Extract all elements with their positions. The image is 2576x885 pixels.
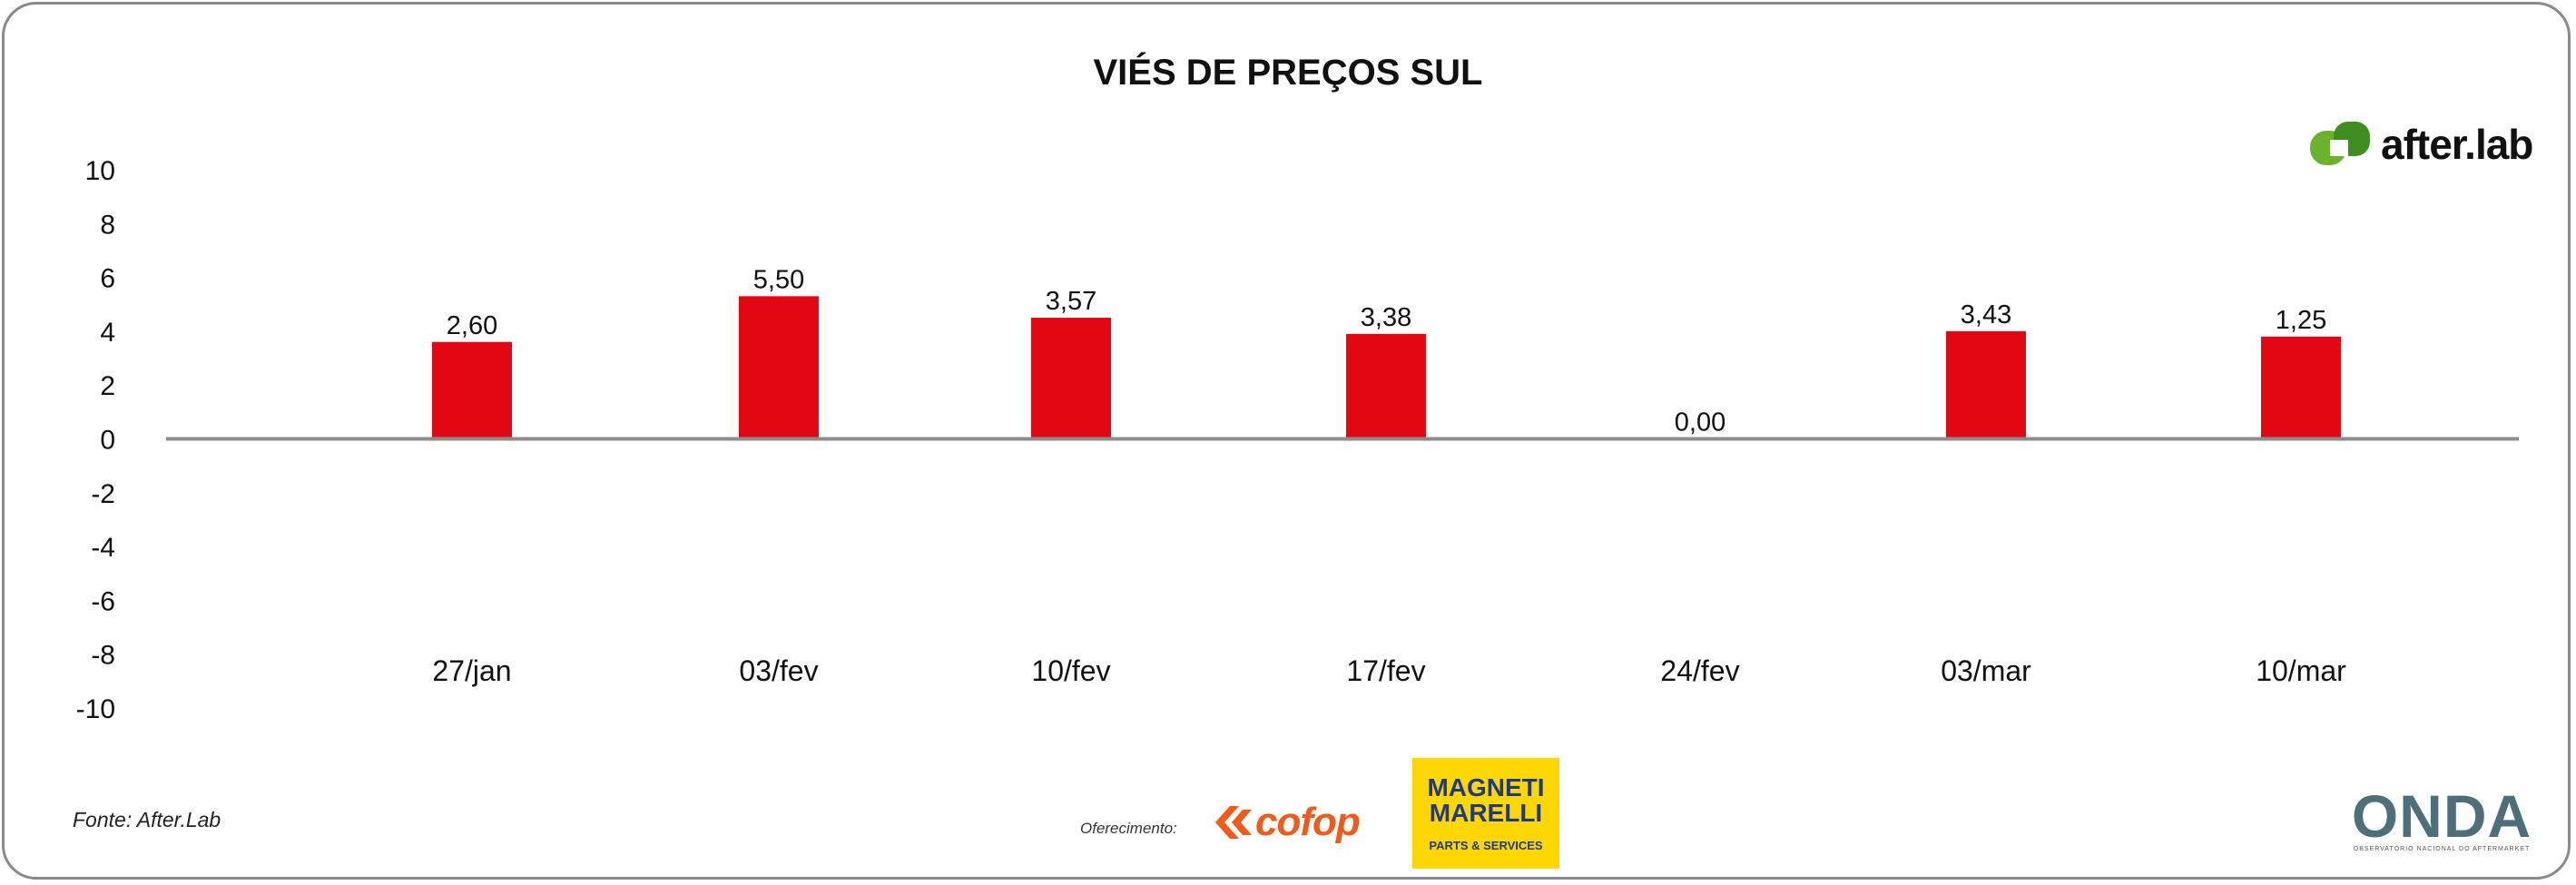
y-tick-label: -6 (91, 586, 115, 616)
cofop-logo-text: cofop (1255, 800, 1361, 844)
data-label: 0,00 (1675, 408, 1726, 438)
bar (739, 296, 819, 439)
sponsor-label: Oferecimento: (1080, 820, 1177, 837)
bar (1946, 330, 2026, 439)
x-tick-label: 10/mar (2256, 654, 2346, 687)
chart-title: VIÉS DE PREÇOS SUL (1093, 53, 1483, 93)
data-label: 3,57 (1046, 287, 1096, 316)
cofop-mark-icon (1215, 806, 1252, 839)
x-tick-label: 10/fev (1031, 654, 1110, 687)
y-tick-label: -4 (91, 533, 115, 563)
bar (1346, 333, 1426, 439)
onda-logo-text: ONDA (2351, 782, 2532, 850)
afterlab-mark-icon (2310, 122, 2370, 165)
cofop-logo: cofop (1212, 795, 1361, 850)
magneti-marelli-name: MAGNETI MARELLI (1427, 772, 1545, 827)
bar (2261, 336, 2341, 439)
y-tick-label: 8 (100, 210, 115, 240)
afterlab-logo-text: after.lab (2381, 121, 2533, 168)
y-tick-label: 2 (100, 371, 115, 401)
data-label: 1,25 (2276, 306, 2326, 335)
magneti-marelli-subtitle: PARTS & SERVICES (1429, 838, 1543, 852)
y-tick-label: 6 (100, 264, 115, 294)
source-note: Fonte: After.Lab (73, 808, 221, 831)
y-tick-label: 4 (100, 318, 115, 348)
data-label: 3,38 (1361, 303, 1411, 332)
onda-logo: ONDA OBSERVATÓRIO NACIONAL DO AFTERMARKE… (2351, 786, 2532, 852)
y-tick-label: 10 (85, 156, 115, 186)
data-label: 5,50 (753, 265, 804, 294)
x-tick-label: 03/fev (739, 654, 818, 687)
x-tick-label: 17/fev (1346, 654, 1425, 687)
bar (1031, 318, 1111, 439)
x-tick-label: 24/fev (1660, 654, 1739, 687)
afterlab-logo: after.lab (2310, 118, 2533, 171)
y-tick-label: -10 (76, 694, 115, 724)
x-tick-label: 03/mar (1941, 654, 2031, 687)
data-label: 3,43 (1961, 300, 2011, 329)
bar (432, 341, 512, 439)
data-label: 2,60 (447, 311, 497, 340)
y-tick-label: -8 (91, 641, 115, 671)
magneti-marelli-logo: MAGNETI MARELLI PARTS & SERVICES (1412, 758, 1559, 869)
x-tick-label: 27/jan (432, 654, 511, 687)
onda-logo-subtitle: OBSERVATÓRIO NACIONAL DO AFTERMARKET (2353, 846, 2531, 852)
y-tick-label: -2 (91, 479, 115, 509)
y-tick-label: 0 (100, 426, 115, 456)
